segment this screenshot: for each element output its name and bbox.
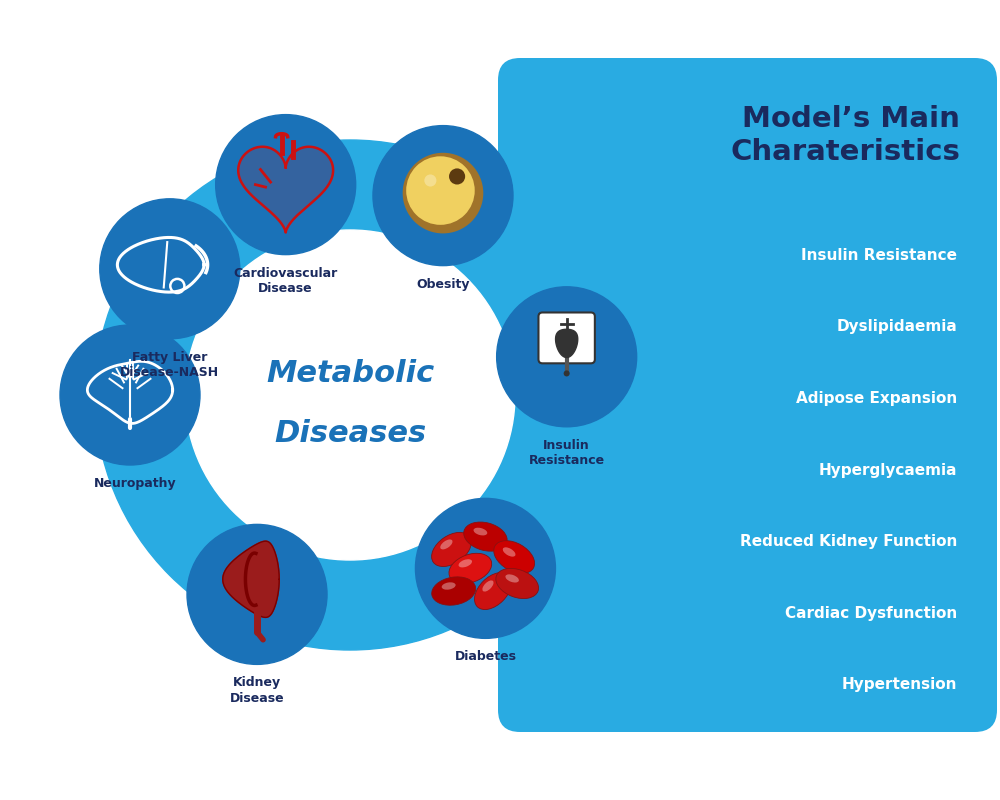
- Ellipse shape: [442, 582, 456, 590]
- Text: Kidney
Disease: Kidney Disease: [230, 676, 284, 705]
- Text: Dyslipidaemia: Dyslipidaemia: [836, 319, 957, 334]
- Ellipse shape: [482, 581, 494, 591]
- Ellipse shape: [459, 559, 472, 567]
- Ellipse shape: [505, 574, 519, 582]
- Polygon shape: [223, 541, 279, 618]
- Ellipse shape: [474, 528, 487, 535]
- Ellipse shape: [432, 533, 471, 566]
- Text: Model’s Main
Charateristics: Model’s Main Charateristics: [730, 105, 960, 166]
- Text: Cardiac Dysfunction: Cardiac Dysfunction: [785, 606, 957, 621]
- Ellipse shape: [432, 577, 476, 606]
- Text: Reduced Kidney Function: Reduced Kidney Function: [740, 534, 957, 549]
- Text: Obesity: Obesity: [416, 278, 470, 290]
- FancyBboxPatch shape: [538, 313, 595, 363]
- Ellipse shape: [475, 573, 511, 610]
- Text: Fatty Liver
Disease-NASH: Fatty Liver Disease-NASH: [120, 351, 219, 379]
- Circle shape: [216, 114, 356, 254]
- Polygon shape: [238, 146, 333, 233]
- Text: Adipose Expansion: Adipose Expansion: [796, 391, 957, 406]
- Circle shape: [415, 498, 555, 638]
- FancyBboxPatch shape: [498, 58, 997, 732]
- Circle shape: [185, 230, 515, 560]
- Circle shape: [373, 126, 513, 266]
- Text: Neuropathy: Neuropathy: [94, 477, 176, 490]
- Ellipse shape: [496, 569, 539, 598]
- Ellipse shape: [440, 539, 453, 550]
- Text: Insulin
Resistance: Insulin Resistance: [529, 438, 605, 467]
- Circle shape: [100, 199, 240, 339]
- Text: Diabetes: Diabetes: [454, 650, 516, 663]
- Circle shape: [424, 174, 436, 186]
- Circle shape: [95, 140, 605, 650]
- Ellipse shape: [494, 541, 535, 574]
- Circle shape: [564, 370, 570, 377]
- Text: Hypertension: Hypertension: [842, 678, 957, 693]
- Ellipse shape: [449, 554, 492, 583]
- Circle shape: [449, 168, 465, 185]
- Ellipse shape: [503, 547, 515, 557]
- Circle shape: [187, 524, 327, 664]
- Circle shape: [406, 156, 475, 225]
- Circle shape: [195, 240, 505, 550]
- Ellipse shape: [464, 522, 507, 551]
- Circle shape: [497, 286, 637, 426]
- Text: Insulin Resistance: Insulin Resistance: [801, 247, 957, 262]
- Text: Diseases: Diseases: [274, 418, 426, 447]
- Polygon shape: [556, 330, 578, 358]
- Circle shape: [403, 153, 483, 234]
- Circle shape: [60, 325, 200, 465]
- Text: Cardiovascular
Disease: Cardiovascular Disease: [234, 266, 338, 295]
- Text: Metabolic: Metabolic: [266, 358, 434, 387]
- Text: Hyperglycaemia: Hyperglycaemia: [818, 462, 957, 478]
